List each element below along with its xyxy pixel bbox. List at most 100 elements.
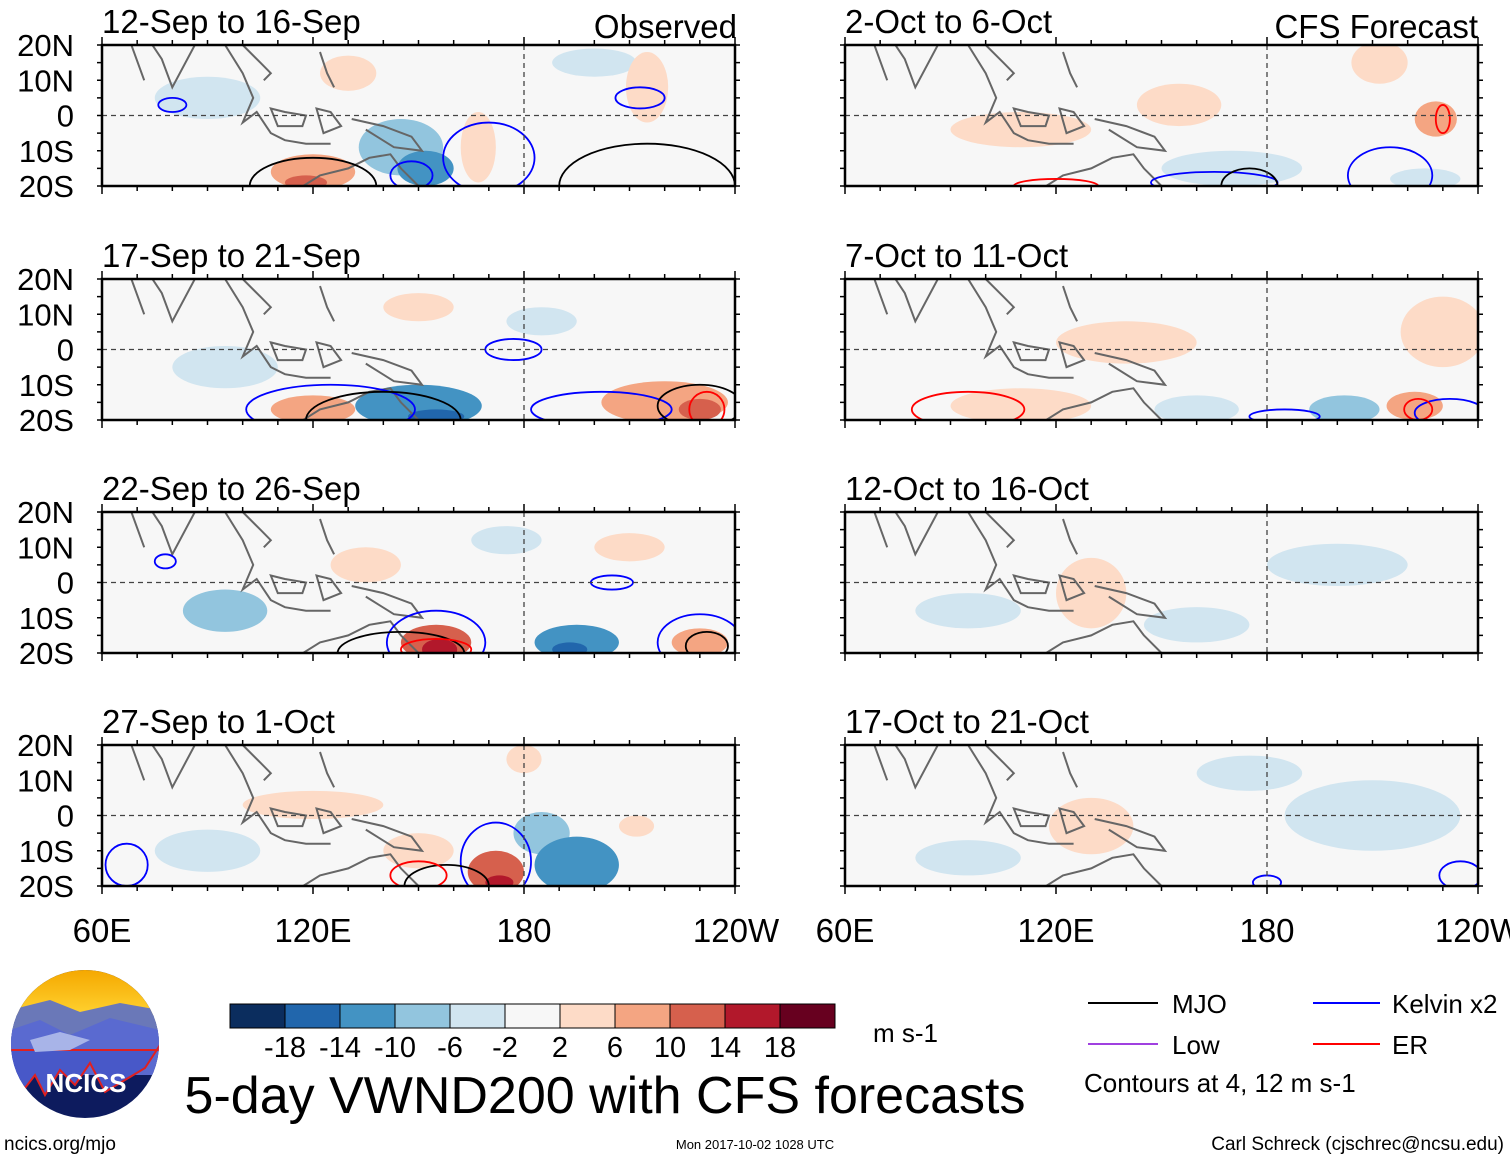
mjo-contour <box>684 630 729 653</box>
lat-label: 0 <box>57 799 74 834</box>
kelvin-contour <box>1248 408 1321 420</box>
anomaly-region <box>1048 797 1134 855</box>
anomaly-region <box>1196 755 1303 791</box>
anomaly-region <box>172 345 278 389</box>
anomaly-region <box>182 589 268 632</box>
forecast-label: CFS Forecast <box>1274 8 1478 45</box>
anomaly-region <box>485 875 514 886</box>
colorbar-tick: 14 <box>709 1032 741 1064</box>
er-contour <box>389 860 448 886</box>
lon-label: 60E <box>73 912 132 949</box>
lat-label: 10S <box>19 368 74 403</box>
anomaly-region <box>467 850 524 886</box>
colorbar-swatch <box>779 1003 836 1029</box>
anomaly-region <box>950 111 1092 148</box>
coastline <box>873 512 1168 653</box>
kelvin-contour <box>1438 860 1478 886</box>
lon-label: 120W <box>693 912 780 949</box>
kelvin-contour <box>530 390 673 420</box>
figure-title: 5-day VWND200 with CFS forecasts <box>185 1067 1026 1125</box>
lat-label: 10N <box>17 530 74 565</box>
anomaly-region <box>1309 395 1380 420</box>
er-contour <box>688 390 726 420</box>
anomaly-region <box>320 55 377 91</box>
observed-label: Observed <box>594 8 737 45</box>
lat-label: 20S <box>19 636 74 671</box>
map-panel: 2-Oct to 6-Oct <box>840 3 1483 194</box>
lat-label: 10S <box>19 834 74 869</box>
footer-timestamp: Mon 2017-10-02 1028 UTC <box>676 1137 834 1152</box>
anomaly-region <box>915 593 1021 629</box>
er-contour <box>1434 104 1451 135</box>
colorbar-swatch <box>284 1003 341 1029</box>
map-panel: 12-Oct to 16-Oct <box>840 470 1483 661</box>
panel-title: 12-Sep to 16-Sep <box>102 3 361 40</box>
anomaly-region <box>1161 150 1303 186</box>
coastline <box>130 45 425 186</box>
colorbar-tick: -10 <box>374 1032 416 1064</box>
lon-axis-right: 60E 120E 180 120W <box>816 912 1510 949</box>
kelvin-contour <box>442 121 536 186</box>
kelvin-contour <box>459 821 532 886</box>
anomaly-region <box>154 829 261 872</box>
legend-kelvin: Kelvin x2 <box>1392 989 1498 1019</box>
anomaly-region <box>678 398 721 420</box>
lon-label: 180 <box>1239 912 1294 949</box>
coastline <box>873 45 1168 186</box>
mjo-contour <box>656 383 735 420</box>
anomaly-region <box>1056 557 1127 629</box>
anomaly-region <box>407 409 465 420</box>
colorbar-swatch <box>559 1003 616 1029</box>
mjo-contour <box>248 156 378 186</box>
colorbar-tick: 2 <box>552 1032 568 1064</box>
lat-label: 0 <box>57 333 74 368</box>
colorbar-swatch <box>614 1003 671 1029</box>
lat-label: 20N <box>17 262 74 297</box>
kelvin-contour <box>484 338 543 361</box>
coastline <box>130 745 425 886</box>
legend: MJO Kelvin x2 Low ER Contours at 4, 12 m… <box>1084 989 1498 1098</box>
colorbar-tick: -2 <box>492 1032 518 1064</box>
lat-label: 20N <box>17 28 74 63</box>
kelvin-contour <box>157 96 188 113</box>
legend-low: Low <box>1172 1030 1220 1060</box>
lon-label: 60E <box>816 912 875 949</box>
mjo-contour <box>1220 167 1279 186</box>
anomaly-region <box>506 745 542 774</box>
colorbar: -18 -14 -10 -6 -2 2 6 10 14 18 <box>229 1003 836 1064</box>
colorbar-swatch <box>229 1003 286 1029</box>
colorbar-units: m s-1 <box>873 1018 938 1048</box>
colorbar-tick: 6 <box>607 1032 623 1064</box>
anomaly-region <box>1351 45 1408 84</box>
legend-er: ER <box>1392 1030 1428 1060</box>
er-contour <box>400 638 473 653</box>
anomaly-region <box>1386 391 1443 420</box>
lon-label: 120E <box>274 912 351 949</box>
anomaly-region <box>950 388 1092 420</box>
legend-mjo: MJO <box>1172 989 1227 1019</box>
kelvin-contour <box>656 613 735 653</box>
anomaly-region <box>1400 296 1478 368</box>
colorbar-tick: -14 <box>319 1032 361 1064</box>
anomaly-region <box>1284 780 1461 851</box>
anomaly-region <box>552 48 637 77</box>
anomaly-region <box>330 547 401 583</box>
lat-label: 20S <box>19 403 74 438</box>
colorbar-swatch <box>449 1003 506 1029</box>
anomaly-region <box>422 638 458 653</box>
lon-label: 120W <box>1435 912 1510 949</box>
footer-url: ncics.org/mjo <box>4 1134 116 1155</box>
kelvin-contour <box>614 86 666 110</box>
kelvin-contour <box>385 609 487 653</box>
colorbar-swatch <box>504 1003 561 1029</box>
panel-title: 22-Sep to 26-Sep <box>102 470 361 507</box>
kelvin-contour <box>1413 397 1478 420</box>
anomaly-region <box>1154 395 1239 420</box>
lat-label: 10N <box>17 297 74 332</box>
coastline <box>130 512 425 653</box>
